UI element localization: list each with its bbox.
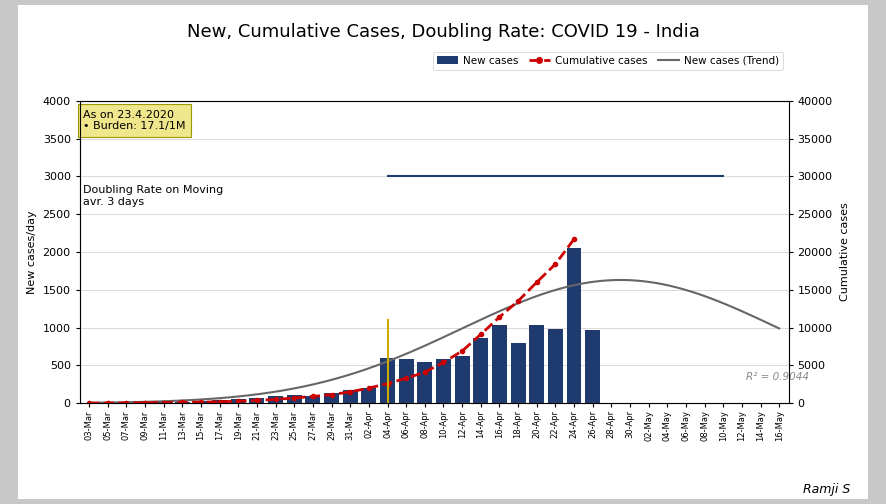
Legend: New cases, Cumulative cases, New cases (Trend): New cases, Cumulative cases, New cases (… bbox=[433, 51, 783, 70]
Text: R² = 0.9044: R² = 0.9044 bbox=[746, 372, 809, 382]
Bar bbox=[343, 390, 358, 403]
Bar bbox=[548, 329, 563, 403]
Bar bbox=[566, 248, 581, 403]
Bar bbox=[250, 398, 264, 403]
Bar bbox=[473, 338, 488, 403]
Bar bbox=[212, 400, 227, 403]
Bar bbox=[586, 330, 600, 403]
Text: As on 23.4.2020
• Burden: 17.1/1M: As on 23.4.2020 • Burden: 17.1/1M bbox=[83, 110, 186, 132]
Bar bbox=[193, 401, 208, 403]
Bar bbox=[399, 359, 414, 403]
Y-axis label: Cumulative cases: Cumulative cases bbox=[840, 203, 850, 301]
Bar bbox=[268, 396, 283, 403]
Bar bbox=[529, 325, 544, 403]
Bar bbox=[156, 402, 171, 403]
Bar bbox=[417, 362, 432, 403]
Bar bbox=[380, 358, 395, 403]
Y-axis label: New cases/day: New cases/day bbox=[27, 210, 37, 294]
Text: Doubling Rate on Moving
avr. 3 days: Doubling Rate on Moving avr. 3 days bbox=[83, 185, 223, 207]
Bar bbox=[436, 359, 451, 403]
Bar bbox=[306, 396, 321, 403]
Bar bbox=[324, 393, 339, 403]
Bar bbox=[492, 325, 507, 403]
Text: New, Cumulative Cases, Doubling Rate: COVID 19 - India: New, Cumulative Cases, Doubling Rate: CO… bbox=[187, 23, 699, 41]
Text: Ramji S: Ramji S bbox=[804, 483, 851, 496]
Bar bbox=[361, 388, 377, 403]
Bar bbox=[175, 402, 190, 403]
Bar bbox=[510, 343, 525, 403]
Bar bbox=[287, 395, 302, 403]
Bar bbox=[455, 356, 470, 403]
Bar bbox=[231, 399, 245, 403]
